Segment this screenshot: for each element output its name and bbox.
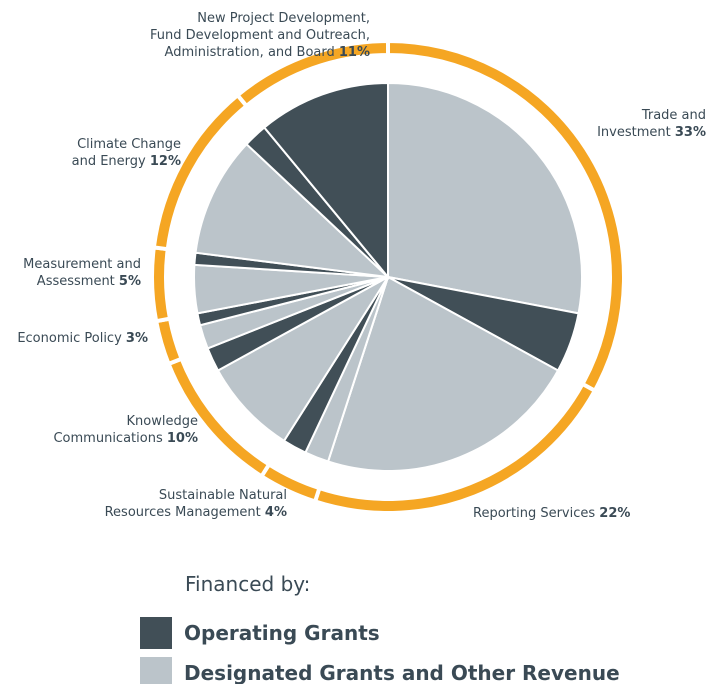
category-label: Sustainable Natural Resources Management… xyxy=(105,487,287,521)
category-percent: 11% xyxy=(338,45,370,60)
category-name: Economic Policy xyxy=(17,331,122,346)
category-percent: 10% xyxy=(166,431,198,446)
category-percent: 22% xyxy=(599,506,631,521)
category-label: Knowledge Communications 10% xyxy=(53,413,198,447)
category-name: New Project Development, Fund Developmen… xyxy=(150,11,370,60)
legend-label: Operating Grants xyxy=(184,621,380,645)
pie-slice xyxy=(194,142,391,279)
ring-segment xyxy=(153,316,185,367)
legend-item: Designated Grants and Other Revenue xyxy=(140,657,620,684)
ring-segment xyxy=(234,38,390,109)
category-percent: 12% xyxy=(149,154,181,169)
ring-segment xyxy=(150,245,173,324)
category-label: Reporting Services 22% xyxy=(473,505,630,522)
category-percent: 3% xyxy=(125,331,148,346)
category-name: Measurement and Assessment xyxy=(23,257,141,289)
legend-swatch xyxy=(140,657,172,684)
category-percent: 33% xyxy=(674,125,706,140)
pie-chart xyxy=(150,38,624,513)
legend-item: Operating Grants xyxy=(140,617,380,649)
category-label: Measurement and Assessment 5% xyxy=(23,256,141,290)
category-percent: 4% xyxy=(264,505,287,520)
category-label: Climate Change and Energy 12% xyxy=(72,136,181,170)
category-name: Trade and Investment xyxy=(597,108,706,140)
legend-label: Designated Grants and Other Revenue xyxy=(184,661,620,684)
pie-slice xyxy=(326,275,560,472)
legend-title: Financed by: xyxy=(185,572,311,596)
category-label: Trade and Investment 33% xyxy=(597,107,706,141)
category-name: Knowledge Communications xyxy=(53,414,198,446)
legend-swatch xyxy=(140,617,172,649)
pie-slice xyxy=(216,276,389,443)
category-label: New Project Development, Fund Developmen… xyxy=(30,10,370,61)
pie-slice xyxy=(387,81,583,315)
category-percent: 5% xyxy=(118,274,141,289)
category-name: Reporting Services xyxy=(473,506,596,521)
category-label: Economic Policy 3% xyxy=(17,330,148,347)
category-name: Sustainable Natural Resources Management xyxy=(104,488,287,520)
pie-slice xyxy=(262,81,389,280)
category-name: Climate Change and Energy xyxy=(71,137,181,169)
